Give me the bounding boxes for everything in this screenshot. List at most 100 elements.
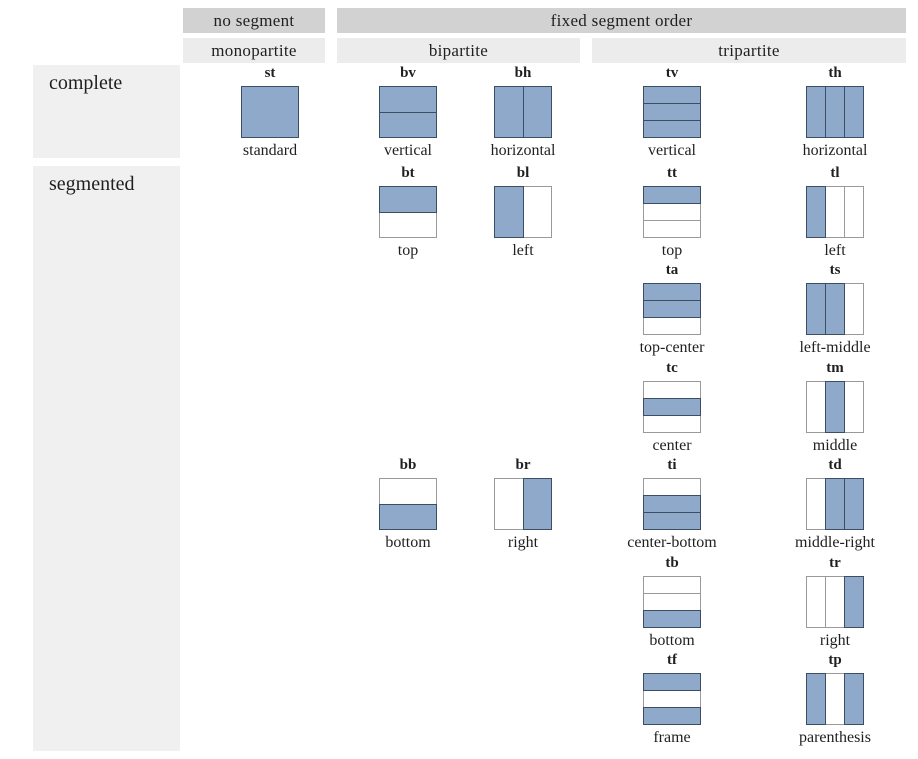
- glyph-cell-tc: tc center: [612, 359, 732, 455]
- glyph-caption: top: [397, 242, 419, 259]
- segment-filled: [643, 707, 701, 725]
- segment-filled: [379, 503, 437, 530]
- segment-filled: [844, 478, 864, 530]
- segment-empty: [825, 186, 845, 238]
- segment-empty: [643, 593, 701, 611]
- row-label-segmented-text: segmented: [49, 173, 135, 195]
- glyph-cell-bl: bl left: [463, 164, 583, 260]
- segment-filled: [806, 86, 826, 138]
- glyph-code: tb: [665, 555, 679, 571]
- glyph-caption: middle: [812, 437, 858, 454]
- glyph-code: tr: [829, 555, 841, 571]
- segment-filled: [806, 673, 826, 725]
- glyph-code: tv: [665, 65, 679, 81]
- glyph-square-tb: [643, 576, 701, 628]
- segment-filled: [643, 610, 701, 628]
- glyph-caption: left: [824, 242, 846, 259]
- glyph-code: ts: [829, 262, 841, 278]
- glyph-caption: bottom: [649, 632, 695, 649]
- segment-filled: [825, 283, 845, 335]
- header-fixed-segment-order: fixed segment order: [337, 8, 906, 33]
- segment-empty: [643, 576, 701, 594]
- segment-empty: [844, 283, 864, 335]
- glyph-square-st: [241, 86, 299, 138]
- glyph-cell-bb: bb bottom: [348, 456, 468, 552]
- glyph-cell-ti: ti center-bottom: [612, 456, 732, 552]
- glyph-code: tc: [666, 360, 678, 376]
- glyph-cell-tr: tr right: [775, 554, 895, 650]
- header-no-segment: no segment: [183, 8, 325, 33]
- segment-filled: [522, 478, 552, 530]
- glyph-cell-bv: bv vertical: [348, 64, 468, 160]
- header-bipartite: bipartite: [337, 38, 580, 63]
- glyph-square-tm: [806, 381, 864, 433]
- glyph-caption: middle-right: [795, 534, 875, 551]
- glyph-square-bb: [379, 478, 437, 530]
- segment-filled: [643, 300, 701, 318]
- segment-filled: [844, 673, 864, 725]
- segment-filled: [844, 576, 864, 628]
- glyph-code: br: [515, 457, 531, 473]
- segment-filled: [825, 86, 845, 138]
- glyph-square-ti: [643, 478, 701, 530]
- glyph-code: tl: [830, 165, 840, 181]
- segment-filled: [825, 381, 845, 433]
- segment-filled: [643, 495, 701, 513]
- glyph-code: td: [828, 457, 842, 473]
- segment-filled: [643, 86, 701, 104]
- header-no-segment-label: no segment: [213, 10, 295, 30]
- segment-filled: [522, 86, 552, 138]
- glyph-caption: right: [507, 534, 539, 551]
- glyph-cell-tm: tm middle: [775, 359, 895, 455]
- segment-empty: [643, 690, 701, 708]
- glyph-cell-bt: bt top: [348, 164, 468, 260]
- row-label-complete: complete: [33, 65, 180, 158]
- glyph-square-bh: [494, 86, 552, 138]
- glyph-cell-tb: tb bottom: [612, 554, 732, 650]
- glyph-caption: left: [512, 242, 534, 259]
- header-fixed-segment-order-label: fixed segment order: [550, 10, 693, 30]
- glyph-code: bt: [401, 165, 415, 181]
- segment-filled: [643, 398, 701, 416]
- glyph-code: ta: [665, 262, 679, 278]
- glyph-cell-tt: tt top: [612, 164, 732, 260]
- glyph-caption: vertical: [384, 142, 432, 159]
- glyph-square-tv: [643, 86, 701, 138]
- segment-filled: [643, 103, 701, 121]
- segment-filled: [379, 186, 437, 213]
- glyph-square-tf: [643, 673, 701, 725]
- glyph-square-ta: [643, 283, 701, 335]
- glyph-code: tm: [826, 360, 844, 376]
- glyph-cell-tf: tf frame: [612, 651, 732, 747]
- glyph-code: th: [828, 65, 842, 81]
- glyph-caption: frame: [653, 729, 691, 746]
- segment-filled: [844, 86, 864, 138]
- glyph-square-tl: [806, 186, 864, 238]
- glyph-cell-st: st standard: [210, 64, 330, 160]
- glyph-square-ts: [806, 283, 864, 335]
- segment-empty: [494, 478, 524, 530]
- glyph-caption: vertical: [648, 142, 696, 159]
- glyph-code: tt: [667, 165, 677, 181]
- segment-empty: [806, 381, 826, 433]
- row-label-segmented: segmented: [33, 166, 180, 751]
- segment-filled: [643, 283, 701, 301]
- glyph-cell-tv: tv vertical: [612, 64, 732, 160]
- row-label-complete-text: complete: [49, 72, 123, 94]
- segment-filled: [806, 283, 826, 335]
- header-monopartite: monopartite: [183, 38, 325, 63]
- segment-empty: [379, 478, 437, 505]
- segment-empty: [522, 186, 552, 238]
- glyph-code: tp: [828, 652, 842, 668]
- glyph-square-br: [494, 478, 552, 530]
- segment-empty: [825, 576, 845, 628]
- segment-empty: [379, 211, 437, 238]
- glyph-square-tr: [806, 576, 864, 628]
- glyph-cell-tl: tl left: [775, 164, 895, 260]
- segment-filled: [379, 111, 437, 138]
- glyph-square-tt: [643, 186, 701, 238]
- segment-filled: [643, 186, 701, 204]
- glyph-code: bl: [516, 165, 530, 181]
- glyph-cell-ts: ts left-middle: [775, 261, 895, 357]
- glyph-code: bh: [514, 65, 532, 81]
